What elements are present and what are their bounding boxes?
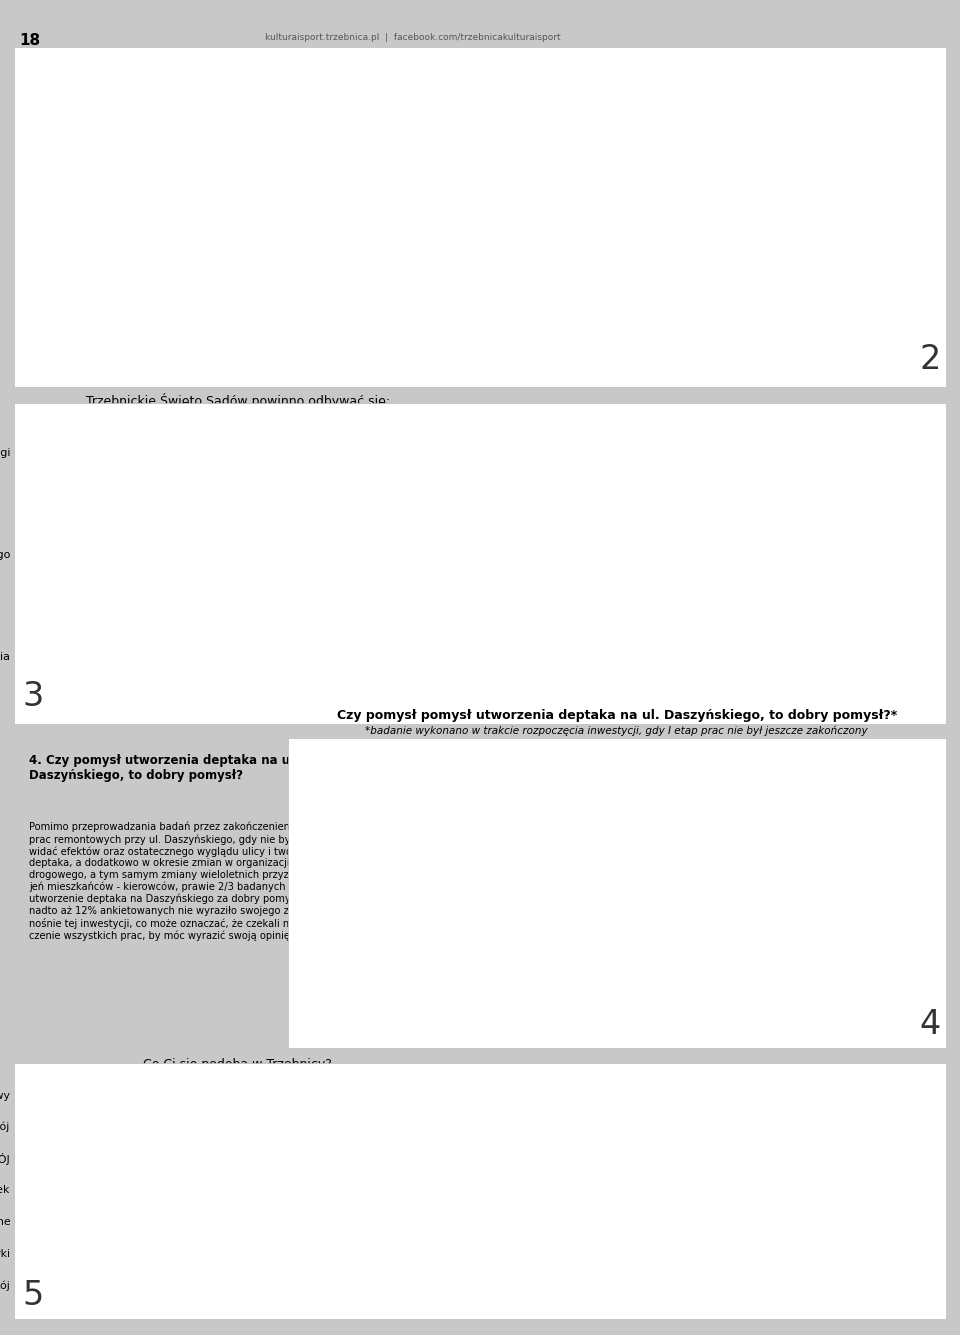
Text: 17%: 17% (208, 1151, 234, 1164)
Bar (19, 634, 51, 678)
Bar (19, 1214, 161, 1230)
Text: 3: 3 (22, 680, 43, 713)
Title: Jakie są Twoje ulubione miejsca w Trzebnicy?: Jakie są Twoje ulubione miejsca w Trzebn… (456, 48, 755, 61)
Wedge shape (504, 810, 589, 992)
Text: Nie
30%: Nie 30% (522, 889, 550, 917)
Text: Ankietowani zdecydowanie doceniają
uroki Lasu Bukowego i stawów. Niemal
wszyscy : Ankietowani zdecydowanie doceniają uroki… (29, 142, 252, 211)
Text: Ankietowani docenili miejsca odpoczynku i rekreacji , związane ze
sportem i przy: Ankietowani docenili miejsca odpoczynku … (498, 1117, 853, 1238)
Text: 18: 18 (19, 33, 40, 48)
Text: 14%: 14% (176, 1183, 202, 1196)
Wedge shape (540, 780, 617, 852)
Title: Co Ci się podoba w Trzebnicy?: Co Ci się podoba w Trzebnicy? (143, 1057, 332, 1071)
Bar (272, 154, 405, 172)
Text: Czy pomysł pomysł utworzenia deptaka na ul. Daszyńskiego, to dobry pomysł?*: Czy pomysł pomysł utworzenia deptaka na … (337, 709, 897, 722)
Title: Trzebnickie Święto Sadów powinno odbywać się:: Trzebnickie Święto Sadów powinno odbywać… (85, 394, 390, 409)
Bar (272, 224, 329, 243)
Bar (272, 331, 295, 350)
Bar (272, 260, 324, 279)
Text: 4. Czy pomysł utworzenia deptaka na ul.
Daszyńskiego, to dobry pomysł?: 4. Czy pomysł utworzenia deptaka na ul. … (30, 754, 299, 782)
Bar (19, 1149, 204, 1165)
Bar (272, 119, 422, 136)
Text: 10%: 10% (334, 227, 360, 240)
Text: 26%: 26% (427, 121, 453, 134)
Bar (19, 531, 281, 575)
Text: 10%: 10% (132, 1247, 157, 1259)
Text: 30%: 30% (350, 1088, 376, 1101)
Bar (272, 190, 382, 208)
Text: W związku z remontem ul. Daszyńskiego, zeszło-
roczne Trzebnickie Święto Sadów o: W związku z remontem ul. Daszyńskiego, z… (498, 510, 787, 633)
Text: kulturaisport.trzebnica.pl  |  facebook.com/trzebnicakulturaisport: kulturaisport.trzebnica.pl | facebook.co… (265, 33, 561, 43)
Text: 10%: 10% (132, 1278, 157, 1291)
Text: 27%: 27% (318, 1120, 344, 1132)
Bar (19, 1181, 172, 1197)
Text: 13%: 13% (164, 1215, 190, 1228)
Text: 42%: 42% (285, 547, 313, 559)
Bar (19, 429, 350, 473)
Text: 99%: 99% (851, 85, 876, 99)
Text: Nie mam zdania
12%: Nie mam zdania 12% (534, 804, 640, 832)
Bar (272, 296, 300, 314)
Text: 5. Co Ci się podoba w Trzebnicy?: 5. Co Ci się podoba w Trzebnicy? (498, 1083, 714, 1096)
Text: 9%: 9% (328, 263, 348, 276)
Text: 19%: 19% (387, 192, 413, 206)
Text: Wyniki są bardzo zbliżone do tych otrzy-
manych w 2011 roku, jednak teraz Trzeb-: Wyniki są bardzo zbliżone do tych otrzy-… (29, 263, 245, 322)
Text: Pomimo przeprowadzania badań przez zakończeniem I etapu
prac remontowych przy ul: Pomimo przeprowadzania badań przez zakoń… (30, 822, 339, 941)
Text: 5: 5 (22, 1279, 43, 1312)
Text: 5%: 5% (305, 299, 324, 311)
Text: 2: 2 (920, 343, 941, 376)
Text: *badanie wykonano w trakcie rozpoczęcia inwestycji, gdy I etap prac nie był jesz: *badanie wykonano w trakcie rozpoczęcia … (366, 725, 868, 736)
Text: 53%: 53% (353, 445, 381, 457)
Text: 4: 4 (920, 1008, 941, 1041)
Text: Tak
58%: Tak 58% (682, 900, 709, 928)
Text: 4%: 4% (300, 334, 318, 347)
Text: 5%: 5% (54, 650, 74, 662)
Text: 3. Gdzie powinno odbywać się Trzebnickie Święto
Sadów?: 3. Gdzie powinno odbywać się Trzebnickie… (498, 426, 827, 455)
Wedge shape (563, 780, 730, 1007)
Bar (19, 1246, 129, 1260)
Text: 23%: 23% (410, 156, 436, 170)
Bar (19, 1276, 129, 1292)
Bar (19, 1119, 314, 1133)
Text: 2. Jakie są Twoje ulubione miejsca w
Trzebnicy?: 2. Jakie są Twoje ulubione miejsca w Trz… (29, 63, 270, 91)
Bar (19, 1087, 347, 1103)
Bar (272, 83, 846, 101)
